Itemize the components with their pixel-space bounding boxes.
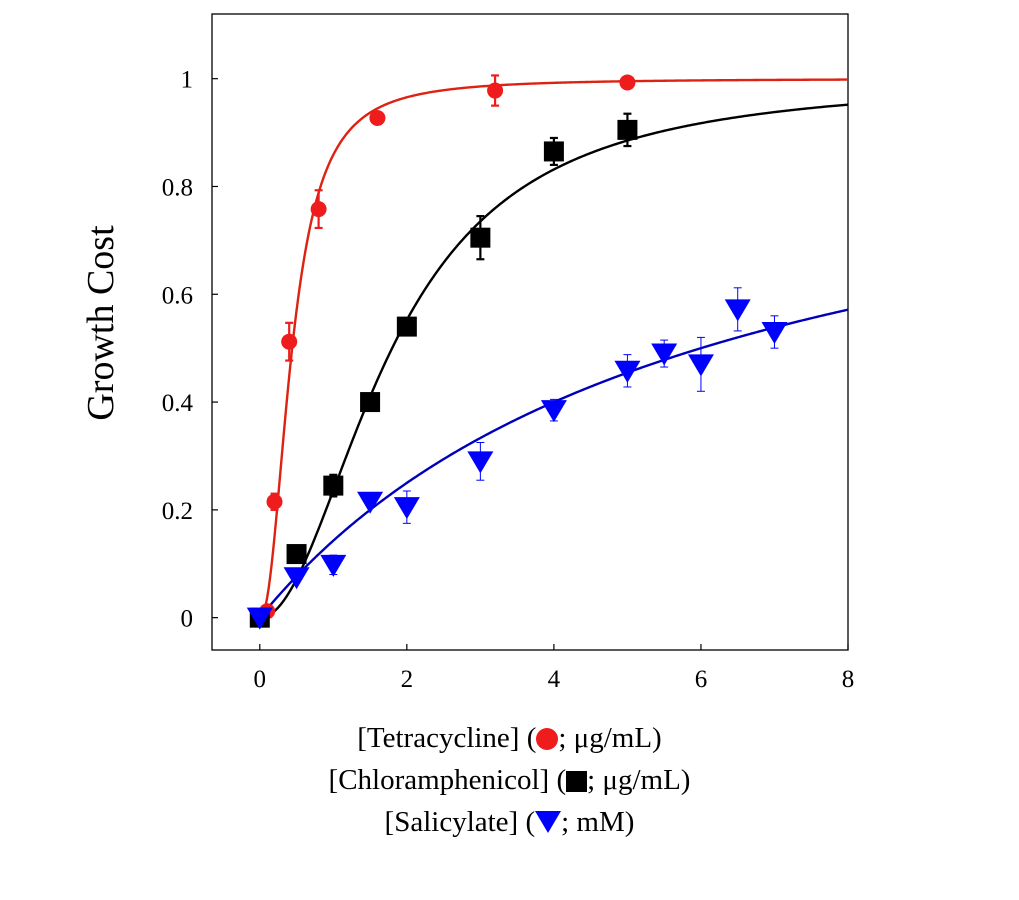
x-tick-label: 6: [695, 666, 708, 693]
data-point-salicylate: [724, 299, 751, 322]
x-tick-label: 2: [401, 666, 414, 693]
plot-frame: [211, 13, 849, 651]
legend-text-after: ; μg/mL): [558, 722, 662, 754]
data-point-tetracycline: [369, 110, 386, 127]
legend: [Tetracycline] ( ; μg/mL) [Chloramphenico…: [0, 717, 1019, 843]
fit-curve-tetracycline: [259, 78, 848, 619]
data-point-salicylate: [614, 360, 641, 383]
data-point-salicylate: [393, 497, 420, 520]
data-point-salicylate: [320, 554, 347, 577]
data-point-chloramphenicol: [323, 475, 344, 496]
data-point-salicylate: [357, 491, 384, 514]
axes-layer: 0 2 4 6 8 0 0.2 0.4 0.6 0.8 1: [162, 67, 855, 693]
data-point-tetracycline: [487, 82, 504, 99]
y-tick-label: 1: [181, 67, 194, 94]
legend-text-before: [Tetracycline] (: [357, 722, 537, 754]
data-point-chloramphenicol: [470, 227, 491, 248]
legend-triangle-marker-icon: [535, 811, 562, 833]
legend-square-marker-icon: [566, 771, 588, 792]
y-axis-title: Growth Cost: [80, 225, 122, 421]
fit-curve-salicylate: [258, 308, 849, 619]
data-point-salicylate: [761, 322, 788, 344]
fit-curve-chloramphenicol: [259, 103, 849, 619]
legend-text-after: ; μg/mL): [587, 764, 691, 796]
data-point-salicylate: [246, 607, 273, 630]
data-point-chloramphenicol: [396, 316, 417, 337]
growth-cost-chart: 0 2 4 6 8 0 0.2 0.4 0.6 0.8 1 Growth Cost: [80, 13, 855, 693]
data-point-salicylate: [651, 343, 678, 366]
y-tick-label: 0: [181, 606, 194, 633]
legend-item-chloramphenicol: [Chloramphenicol] ( ; μg/mL): [0, 759, 1019, 801]
legend-text-after: ; mM): [561, 806, 635, 838]
legend-item-tetracycline: [Tetracycline] ( ; μg/mL): [0, 717, 1019, 759]
x-tick-label: 8: [842, 666, 855, 693]
data-point-salicylate: [540, 400, 567, 423]
data-point-chloramphenicol: [617, 119, 638, 140]
data-point-tetracycline: [266, 493, 283, 510]
data-point-salicylate: [467, 451, 494, 474]
data-point-chloramphenicol: [286, 544, 307, 565]
x-tick-label: 4: [548, 666, 561, 693]
data-points-layer: [246, 74, 788, 630]
data-point-tetracycline: [310, 201, 327, 218]
data-point-tetracycline: [281, 333, 298, 350]
data-point-salicylate: [687, 354, 714, 377]
data-point-chloramphenicol: [360, 392, 381, 413]
y-tick-label: 0.2: [162, 498, 193, 525]
legend-item-salicylate: [Salicylate] ( ; mM): [0, 801, 1019, 843]
data-point-chloramphenicol: [543, 141, 564, 162]
data-point-salicylate: [283, 567, 310, 590]
y-tick-label: 0.6: [162, 282, 193, 309]
data-point-tetracycline: [619, 74, 636, 91]
legend-text-before: [Salicylate] (: [384, 806, 536, 838]
x-tick-label: 0: [254, 666, 267, 693]
y-tick-label: 0.4: [162, 390, 194, 417]
y-tick-label: 0.8: [162, 174, 193, 201]
legend-circle-marker-icon: [536, 728, 559, 750]
legend-text-before: [Chloramphenicol] (: [328, 764, 567, 796]
